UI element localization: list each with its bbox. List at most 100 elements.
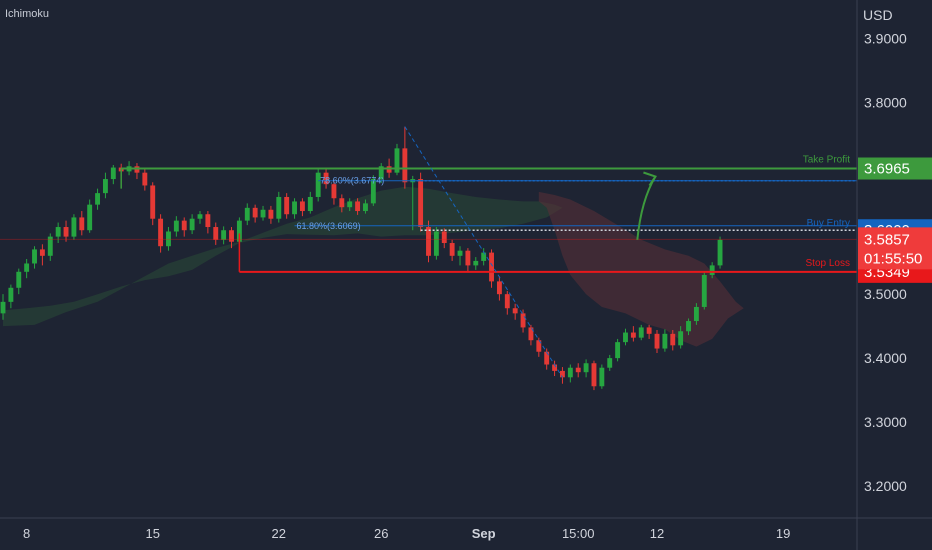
candle[interactable] — [654, 329, 660, 354]
candle[interactable] — [347, 198, 353, 212]
candle[interactable] — [244, 203, 250, 226]
candle[interactable] — [583, 359, 589, 378]
candle[interactable] — [158, 214, 164, 253]
candle[interactable] — [575, 363, 581, 378]
candle-body — [339, 198, 345, 208]
candle[interactable] — [717, 236, 723, 269]
candle[interactable] — [323, 169, 329, 189]
candle[interactable] — [87, 199, 93, 233]
candle[interactable] — [102, 172, 108, 199]
candle[interactable] — [520, 309, 526, 333]
candle[interactable] — [512, 303, 518, 320]
indicator-label[interactable]: Ichimoku — [5, 8, 49, 20]
candle[interactable] — [292, 198, 297, 219]
candle[interactable] — [24, 259, 30, 279]
candle[interactable] — [268, 205, 274, 224]
candle[interactable] — [229, 227, 234, 249]
candle[interactable] — [205, 211, 211, 234]
candle[interactable] — [623, 328, 628, 346]
candle-body — [536, 340, 542, 352]
candle[interactable] — [646, 324, 652, 339]
candle[interactable] — [142, 167, 148, 191]
candle[interactable] — [489, 249, 494, 288]
candle[interactable] — [307, 191, 313, 214]
candle[interactable] — [394, 143, 400, 176]
candle[interactable] — [363, 199, 368, 214]
candle-body — [520, 313, 526, 328]
candle[interactable] — [536, 337, 542, 357]
candle[interactable] — [426, 220, 431, 263]
candle[interactable] — [150, 182, 156, 226]
candle[interactable] — [213, 222, 219, 245]
chart-annotations: 78.60%(3.6774) 61.80%(3.6069) — [294, 126, 857, 378]
candle[interactable] — [670, 329, 676, 351]
candle[interactable] — [457, 246, 463, 266]
candle-body — [181, 220, 187, 231]
candle[interactable] — [473, 257, 479, 270]
candle[interactable] — [221, 226, 227, 245]
candle[interactable] — [110, 164, 116, 185]
candle[interactable] — [189, 214, 195, 235]
candle[interactable] — [55, 222, 61, 244]
candle[interactable] — [504, 290, 510, 315]
candle[interactable] — [686, 318, 691, 336]
candlestick-series[interactable] — [0, 126, 723, 391]
candle[interactable] — [71, 214, 77, 240]
candle[interactable] — [339, 194, 345, 213]
candle[interactable] — [299, 198, 305, 217]
candle[interactable] — [0, 294, 6, 320]
candle[interactable] — [16, 268, 22, 295]
time-axis[interactable]: 8 15 22 26 Sep 15:00 12 19 — [23, 526, 790, 541]
candle[interactable] — [260, 205, 266, 221]
candle[interactable] — [615, 338, 621, 362]
candle[interactable] — [63, 220, 69, 242]
candle[interactable] — [465, 248, 471, 272]
candle[interactable] — [355, 198, 361, 215]
candle[interactable] — [402, 126, 408, 189]
candle-body — [481, 252, 487, 261]
candle[interactable] — [173, 216, 179, 237]
candle[interactable] — [181, 217, 187, 237]
candle[interactable] — [591, 360, 597, 391]
candle[interactable] — [47, 233, 53, 261]
candle[interactable] — [701, 271, 707, 310]
candle-body — [0, 301, 6, 314]
candle[interactable] — [315, 169, 321, 202]
candle-body — [552, 364, 558, 371]
candle[interactable] — [433, 227, 439, 260]
fibonacci-trendline — [404, 126, 563, 378]
candle[interactable] — [552, 360, 558, 377]
candle-body — [189, 218, 195, 231]
candle[interactable] — [95, 188, 100, 210]
candle-body — [473, 260, 479, 266]
candle[interactable] — [678, 326, 684, 349]
candle[interactable] — [638, 324, 644, 341]
candle[interactable] — [441, 228, 447, 249]
candle[interactable] — [709, 262, 715, 279]
candle[interactable] — [79, 211, 85, 236]
candle[interactable] — [276, 191, 282, 223]
price-axis[interactable]: 3.90003.80003.50003.40003.30003.20003.60… — [858, 30, 932, 494]
candle[interactable] — [496, 276, 502, 301]
candle[interactable] — [378, 163, 384, 183]
candle[interactable] — [284, 193, 290, 219]
candle[interactable] — [560, 367, 565, 384]
candle[interactable] — [166, 227, 171, 251]
candle[interactable] — [331, 180, 337, 205]
candle[interactable] — [599, 364, 605, 389]
candle[interactable] — [693, 303, 699, 325]
candle[interactable] — [662, 329, 668, 352]
candle[interactable] — [630, 326, 636, 342]
candle[interactable] — [197, 211, 203, 224]
candle[interactable] — [8, 284, 14, 309]
candle[interactable] — [418, 172, 424, 232]
candle[interactable] — [567, 364, 573, 383]
candle[interactable] — [528, 324, 534, 346]
candle[interactable] — [607, 354, 613, 371]
candle[interactable] — [32, 246, 37, 269]
candle[interactable] — [449, 239, 455, 261]
candle[interactable] — [481, 248, 487, 266]
candle[interactable] — [39, 244, 45, 266]
candle[interactable] — [252, 204, 258, 223]
